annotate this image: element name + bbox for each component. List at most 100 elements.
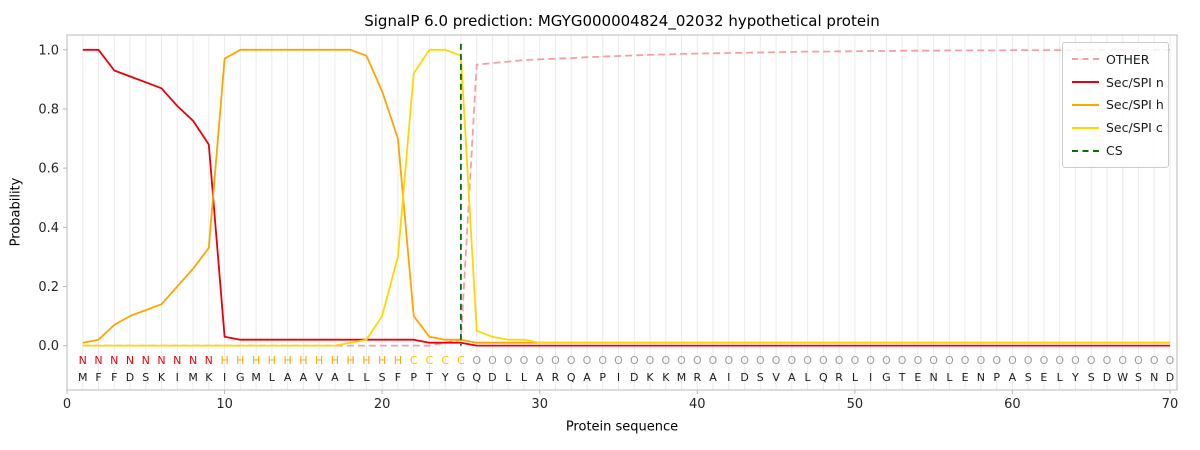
legend-label-sec-spi-h: Sec/SPI h bbox=[1106, 97, 1164, 113]
residue-letter: A bbox=[1009, 371, 1017, 384]
residue-letter: V bbox=[772, 371, 780, 384]
residue-letter: L bbox=[363, 371, 370, 384]
region-label: H bbox=[362, 354, 370, 367]
residue-letter: I bbox=[727, 371, 730, 384]
residue-letter: S bbox=[142, 371, 149, 384]
region-label: N bbox=[79, 354, 87, 367]
residue-letter: F bbox=[395, 371, 401, 384]
region-label: O bbox=[961, 354, 970, 367]
residue-letter: D bbox=[740, 371, 748, 384]
x-tick-label: 30 bbox=[531, 397, 548, 412]
residue-letter: L bbox=[852, 371, 859, 384]
residue-letter: E bbox=[1040, 371, 1047, 384]
x-tick-label: 20 bbox=[374, 397, 391, 412]
residue-letter: R bbox=[693, 371, 701, 384]
series-line-sec-spi-n bbox=[82, 48, 1170, 347]
region-label: N bbox=[205, 354, 213, 367]
residue-letter: P bbox=[599, 371, 606, 384]
residue-letter: A bbox=[300, 371, 308, 384]
legend-label-sec-spi-n: Sec/SPI n bbox=[1106, 74, 1164, 90]
residue-letter: K bbox=[205, 371, 213, 384]
residue-letter: R bbox=[552, 371, 560, 384]
region-label: N bbox=[157, 354, 165, 367]
region-label: O bbox=[504, 354, 513, 367]
region-label: O bbox=[819, 354, 828, 367]
residue-letter: L bbox=[1057, 371, 1064, 384]
y-tick-label: 0.2 bbox=[38, 280, 59, 295]
region-label: O bbox=[630, 354, 639, 367]
region-label: O bbox=[787, 354, 796, 367]
legend-label-cs: CS bbox=[1106, 143, 1123, 159]
residue-letter: Q bbox=[567, 371, 576, 384]
residue-letter: Q bbox=[819, 371, 828, 384]
region-label: O bbox=[1024, 354, 1033, 367]
region-label: H bbox=[299, 354, 307, 367]
region-label: N bbox=[173, 354, 181, 367]
residue-letter: P bbox=[410, 371, 417, 384]
legend-item-sec-spi-c: Sec/SPI c bbox=[1072, 120, 1163, 135]
x-axis-label: Protein sequence bbox=[565, 419, 679, 435]
region-label: O bbox=[1150, 354, 1159, 367]
region-label: O bbox=[866, 354, 875, 367]
residue-letter: E bbox=[914, 371, 921, 384]
x-tick-label: 40 bbox=[689, 397, 706, 412]
residue-letter: Y bbox=[1071, 371, 1079, 384]
region-label: O bbox=[1071, 354, 1080, 367]
region-label: O bbox=[977, 354, 986, 367]
legend-item-sec-spi-h: Sec/SPI h bbox=[1072, 97, 1164, 113]
y-axis-label: Probability bbox=[8, 177, 24, 247]
residue-letter: L bbox=[348, 371, 355, 384]
region-label: O bbox=[851, 354, 860, 367]
region-label: O bbox=[945, 354, 954, 367]
chart-title: SignalP 6.0 prediction: MGYG000004824_02… bbox=[364, 12, 880, 30]
region-label: H bbox=[236, 354, 244, 367]
residue-letter: A bbox=[788, 371, 796, 384]
region-label: C bbox=[426, 354, 434, 367]
residue-letter: G bbox=[457, 371, 466, 384]
residue-letter: K bbox=[158, 371, 166, 384]
legend-item-other: OTHER bbox=[1072, 52, 1162, 67]
residue-letter: G bbox=[882, 371, 891, 384]
residue-letter: S bbox=[757, 371, 764, 384]
region-label: O bbox=[646, 354, 655, 367]
region-label: O bbox=[803, 354, 812, 367]
x-tick-label: 0 bbox=[63, 397, 71, 412]
region-label: O bbox=[567, 354, 576, 367]
region-label: O bbox=[1055, 354, 1064, 367]
region-label: O bbox=[1118, 354, 1127, 367]
y-tick-label: 0.4 bbox=[38, 221, 59, 236]
residue-letter: G bbox=[236, 371, 245, 384]
region-label: C bbox=[410, 354, 418, 367]
legend-line-other bbox=[1072, 58, 1099, 61]
region-label: O bbox=[551, 354, 560, 367]
residue-letter: S bbox=[1088, 371, 1095, 384]
residue-letter: S bbox=[379, 371, 386, 384]
residue-letter: D bbox=[1166, 371, 1174, 384]
region-label: O bbox=[898, 354, 907, 367]
region-label: O bbox=[677, 354, 686, 367]
region-label: O bbox=[929, 354, 938, 367]
residue-letter: T bbox=[898, 371, 906, 384]
residue-letter: V bbox=[315, 371, 323, 384]
residue-letter: I bbox=[223, 371, 226, 384]
residue-letter: D bbox=[488, 371, 496, 384]
region-label: O bbox=[1103, 354, 1112, 367]
region-label: C bbox=[441, 354, 449, 367]
residue-letter: M bbox=[677, 371, 687, 384]
region-label: H bbox=[252, 354, 260, 367]
series-line-other bbox=[82, 48, 1170, 347]
residue-letter: Y bbox=[441, 371, 449, 384]
residue-letter: I bbox=[176, 371, 179, 384]
x-tick-label: 50 bbox=[847, 397, 864, 412]
residue-letter: L bbox=[521, 371, 528, 384]
residue-letter: T bbox=[425, 371, 433, 384]
residue-letter: D bbox=[630, 371, 638, 384]
residue-letter: M bbox=[78, 371, 88, 384]
region-label: O bbox=[1134, 354, 1143, 367]
residue-letter: I bbox=[617, 371, 620, 384]
region-label: H bbox=[220, 354, 228, 367]
region-label: N bbox=[126, 354, 134, 367]
legend-line-cs bbox=[1072, 149, 1099, 152]
